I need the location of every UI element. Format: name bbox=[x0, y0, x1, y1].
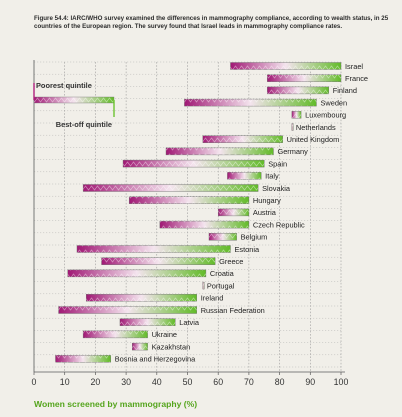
x-tick-label: 30 bbox=[121, 377, 131, 387]
x-axis-title: Women screened by mammography (%) bbox=[34, 399, 198, 409]
country-label: Spain bbox=[268, 159, 287, 168]
range-bar-texture bbox=[129, 196, 249, 204]
country-label: Portugal bbox=[207, 281, 235, 290]
country-label: Ukraine bbox=[152, 330, 177, 339]
range-bar-texture bbox=[230, 62, 341, 70]
range-bar-texture bbox=[202, 282, 205, 290]
country-label: Israel bbox=[345, 62, 363, 71]
country-label: Estonia bbox=[234, 245, 260, 254]
legend-label-best-off: Best-off quintile bbox=[56, 120, 112, 129]
range-bar-texture bbox=[119, 318, 176, 326]
range-bar-texture bbox=[123, 160, 265, 168]
country-label: Slovakia bbox=[262, 184, 291, 193]
range-bar-texture bbox=[166, 147, 274, 155]
country-label: United Kingdom bbox=[287, 135, 340, 144]
country-label: Netherlands bbox=[296, 123, 336, 132]
country-label: Kazakhstan bbox=[152, 342, 191, 351]
range-bar-texture bbox=[132, 343, 148, 351]
x-tick-label: 0 bbox=[32, 377, 37, 387]
country-label: Czech Republic bbox=[253, 220, 305, 229]
country-label: France bbox=[345, 74, 368, 83]
x-tick-label: 50 bbox=[183, 377, 193, 387]
country-label: Germany bbox=[277, 147, 308, 156]
country-label: Belgium bbox=[241, 233, 268, 242]
country-label: Latvia bbox=[179, 318, 200, 327]
range-bar-texture bbox=[208, 233, 237, 241]
x-tick-label: 20 bbox=[91, 377, 101, 387]
country-label: Sweden bbox=[320, 98, 347, 107]
country-label: Hungary bbox=[253, 196, 281, 205]
country-label: Russian Federation bbox=[201, 306, 265, 315]
range-bar-texture bbox=[267, 86, 329, 94]
country-label: Italy bbox=[265, 172, 279, 181]
legend-label-poorest: Poorest quintile bbox=[36, 81, 92, 90]
x-tick-label: 90 bbox=[305, 377, 315, 387]
range-bar-texture bbox=[227, 172, 262, 180]
x-tick-label: 60 bbox=[213, 377, 223, 387]
range-bar-texture bbox=[83, 330, 148, 338]
range-bar-texture bbox=[218, 208, 249, 216]
range-bar-texture bbox=[291, 111, 302, 119]
x-tick-label: 40 bbox=[152, 377, 162, 387]
range-bar-texture bbox=[76, 245, 231, 253]
range-bar-texture bbox=[291, 123, 294, 131]
range-bar-texture bbox=[184, 99, 317, 107]
x-tick-label: 80 bbox=[275, 377, 285, 387]
range-bar-texture bbox=[67, 269, 206, 277]
range-bar-texture bbox=[101, 257, 216, 265]
country-label: Croatia bbox=[210, 269, 235, 278]
range-bar-texture bbox=[267, 74, 341, 82]
range-bar-texture bbox=[58, 306, 197, 314]
country-label: Bosnia and Herzegovina bbox=[115, 355, 196, 364]
country-label: Greece bbox=[219, 257, 243, 266]
range-bar-texture bbox=[55, 355, 111, 363]
country-label: Finland bbox=[333, 86, 357, 95]
range-bar-texture bbox=[159, 221, 249, 229]
legend-swatch-texture bbox=[34, 97, 114, 103]
range-bar-texture bbox=[83, 184, 259, 192]
x-tick-label: 100 bbox=[334, 377, 349, 387]
country-label: Austria bbox=[253, 208, 277, 217]
range-bar-texture bbox=[86, 294, 197, 302]
country-label: Ireland bbox=[201, 294, 224, 303]
figure-caption: Figure 54.4: IARC/WHO survey examined th… bbox=[34, 15, 389, 31]
country-label: Luxembourg bbox=[305, 111, 346, 120]
x-tick-label: 70 bbox=[244, 377, 254, 387]
range-bar-texture bbox=[202, 135, 283, 143]
x-tick-label: 10 bbox=[60, 377, 70, 387]
